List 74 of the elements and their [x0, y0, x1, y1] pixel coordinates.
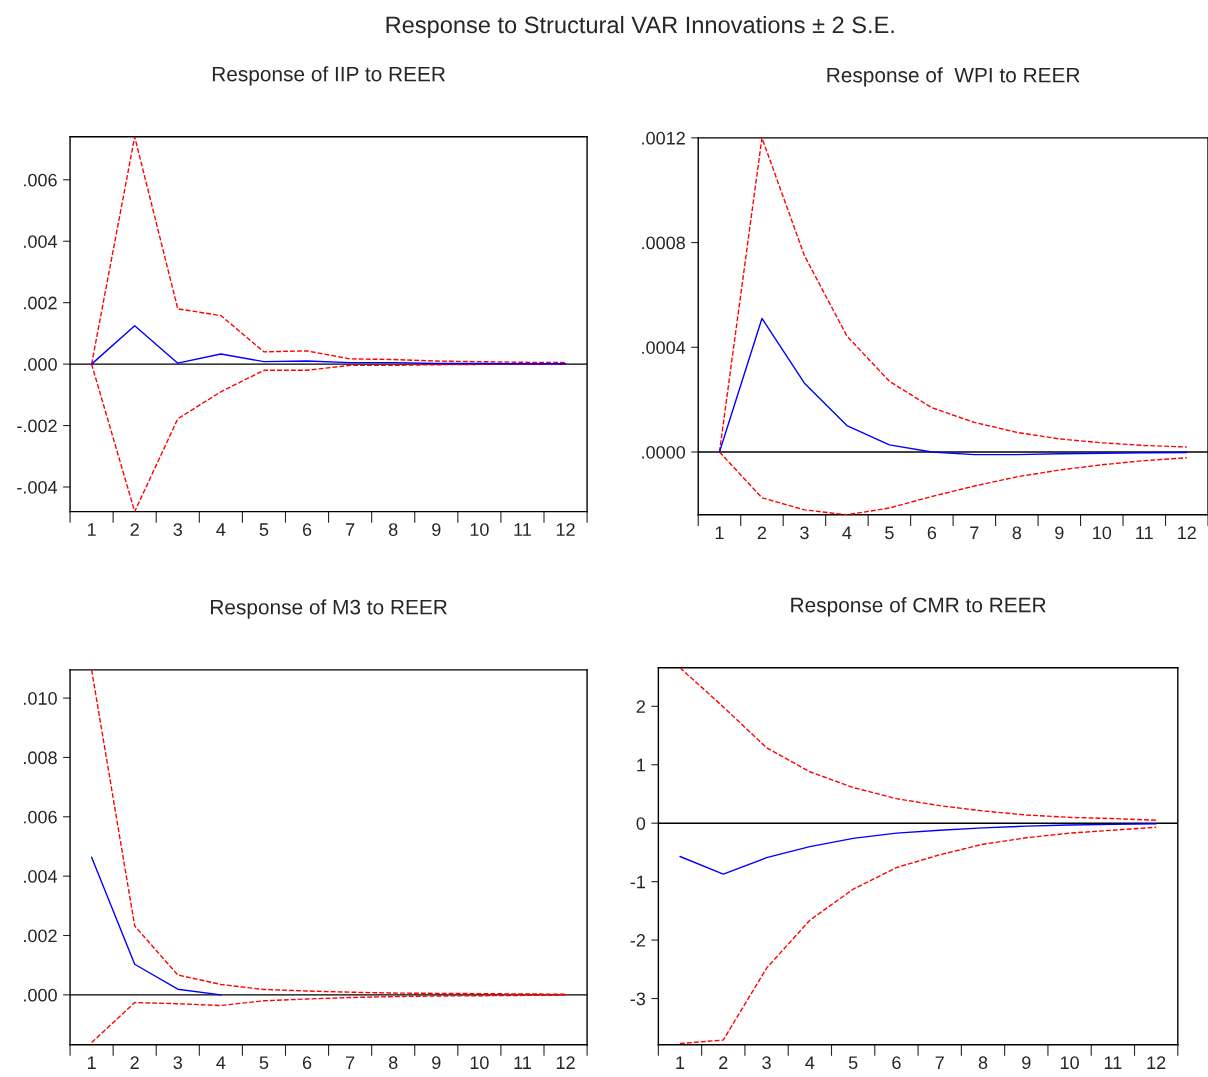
y-tick-label: -.002 — [17, 419, 57, 433]
x-tick-label: 8 — [1012, 526, 1022, 540]
x-tick-label: 4 — [216, 523, 226, 536]
text: Response to Structural VAR Innovations ± 2 S.E. — [386, 15, 894, 38]
x-tick-label: 6 — [302, 523, 312, 536]
y-tick-label: 0 — [636, 817, 646, 830]
x-tick-label: 1 — [87, 523, 96, 536]
x-tick-label: 2 — [719, 1056, 728, 1069]
x-tick-label: 3 — [762, 1056, 771, 1070]
x-tick-label: 11 — [1104, 1056, 1122, 1069]
x-tick-label: 9 — [1022, 1056, 1031, 1070]
x-tick-label: 5 — [848, 1056, 858, 1070]
x-tick-label: 4 — [216, 1056, 226, 1069]
x-tick-label: 3 — [173, 1056, 182, 1070]
x-tick-label: 6 — [927, 526, 937, 540]
y-tick-label: -1 — [630, 875, 645, 889]
x-tick-label: 8 — [978, 1056, 988, 1070]
x-tick-label: 9 — [432, 523, 441, 536]
x-tick-label: 4 — [805, 1056, 815, 1069]
x-tick-label: 5 — [259, 1056, 269, 1070]
x-tick-label: 7 — [346, 523, 355, 536]
x-tick-label: 12 — [556, 1056, 575, 1069]
x-tick-label: 12 — [556, 523, 575, 536]
y-tick-label: .0000 — [642, 445, 686, 459]
y-tick-label: .002 — [24, 929, 57, 943]
y-tick-label: -3 — [630, 992, 646, 1006]
x-tick-label: 11 — [1136, 526, 1153, 539]
x-tick-label: 11 — [514, 523, 531, 536]
x-tick-label: 2 — [757, 526, 767, 539]
y-tick-label: .0008 — [642, 236, 685, 250]
x-tick-label: 10 — [470, 523, 489, 536]
x-tick-label: 4 — [842, 526, 852, 539]
y-tick-label: .008 — [24, 751, 57, 765]
x-tick-label: 7 — [935, 1056, 944, 1069]
y-tick-label: .0004 — [642, 341, 686, 354]
chart-title: Response of M3 to REER — [211, 599, 447, 619]
x-tick-label: 11 — [514, 1056, 531, 1069]
x-tick-label: 7 — [346, 1056, 355, 1069]
x-tick-label: 5 — [885, 526, 894, 540]
chart-title: Response of CMR to REER — [791, 597, 1046, 617]
y-tick-label: .006 — [24, 810, 57, 824]
y-tick-label: -.004 — [17, 480, 58, 494]
chart-title: Response of IIP to REER — [212, 66, 445, 86]
x-tick-label: 5 — [259, 523, 269, 536]
y-tick-label: .004 — [24, 235, 58, 248]
x-tick-label: 8 — [388, 523, 398, 536]
x-tick-label: 2 — [130, 523, 139, 536]
x-tick-label: 10 — [1093, 526, 1112, 540]
y-tick-label: 1 — [637, 758, 645, 772]
y-tick-label: .006 — [24, 173, 57, 187]
x-tick-label: 7 — [970, 526, 979, 539]
x-tick-label: 1 — [87, 1056, 96, 1069]
x-tick-label: 3 — [800, 526, 809, 540]
x-tick-label: 10 — [1060, 1056, 1079, 1070]
y-tick-label: 2 — [636, 700, 645, 713]
y-tick-label: .000 — [24, 988, 57, 1002]
y-tick-label: .0012 — [642, 131, 685, 145]
x-tick-label: 6 — [892, 1056, 901, 1070]
x-tick-label: 8 — [388, 1056, 398, 1070]
x-tick-label: 3 — [173, 523, 182, 536]
y-tick-label: .004 — [24, 870, 58, 883]
chart-title: Response of WPI to REER — [827, 67, 1080, 87]
x-tick-label: 12 — [1178, 526, 1196, 539]
y-tick-label: .002 — [24, 296, 57, 310]
y-tick-label: -2 — [630, 934, 645, 947]
x-tick-label: 1 — [715, 526, 724, 539]
x-tick-label: 10 — [470, 1056, 489, 1070]
y-tick-label: .010 — [24, 692, 57, 705]
x-tick-label: 9 — [1055, 526, 1064, 540]
x-tick-label: 2 — [130, 1056, 139, 1069]
x-tick-label: 6 — [302, 1056, 312, 1070]
x-tick-label: 12 — [1147, 1056, 1166, 1069]
y-tick-label: .000 — [24, 358, 57, 371]
x-tick-label: 9 — [432, 1056, 441, 1070]
